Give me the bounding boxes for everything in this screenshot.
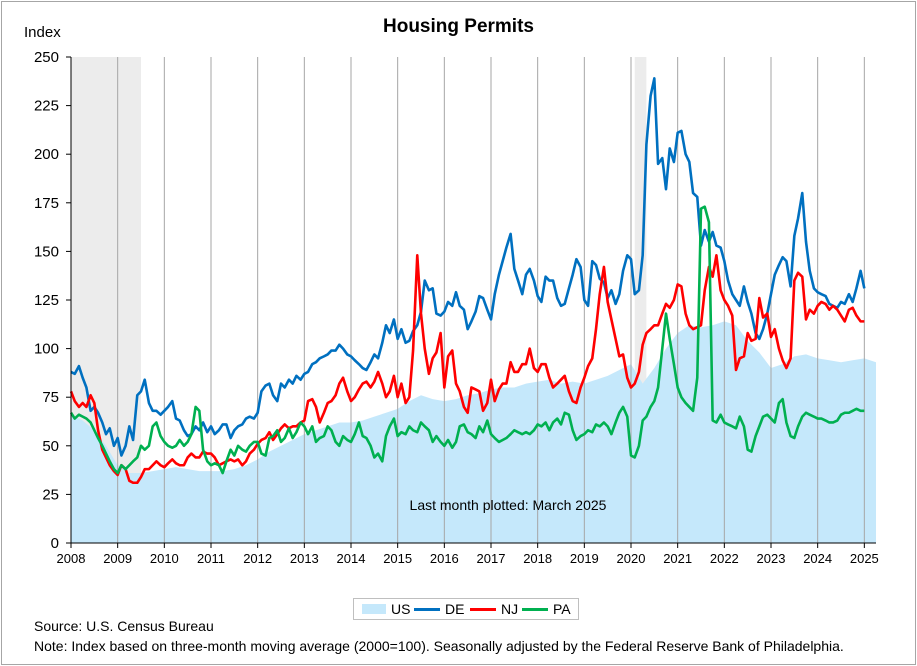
x-tick-label-2021: 2021 bbox=[663, 551, 692, 566]
x-tick-label-2012: 2012 bbox=[243, 551, 272, 566]
y-tick-label-225: 225 bbox=[34, 98, 59, 115]
footnote: Note: Index based on three-month moving … bbox=[34, 638, 844, 654]
y-tick-label-25: 25 bbox=[42, 486, 59, 503]
legend-swatch-nj bbox=[470, 607, 496, 611]
legend-label-nj: NJ bbox=[501, 601, 519, 617]
x-tick-label-2020: 2020 bbox=[617, 551, 646, 566]
y-tick-label-50: 50 bbox=[42, 438, 59, 455]
x-tick-label-2019: 2019 bbox=[570, 551, 599, 566]
annotation-last-month: Last month plotted: March 2025 bbox=[410, 497, 607, 513]
legend-swatch-us bbox=[362, 604, 386, 614]
legend-label-pa: PA bbox=[553, 601, 571, 617]
x-tick-label-2023: 2023 bbox=[757, 551, 786, 566]
x-tick-label-2011: 2011 bbox=[197, 551, 225, 566]
series-line-de bbox=[70, 77, 866, 457]
y-axis-label: Index bbox=[24, 24, 61, 41]
chart-title: Housing Permits bbox=[383, 16, 534, 37]
legend-item-de: DE bbox=[414, 599, 464, 619]
x-tick-label-2025: 2025 bbox=[850, 551, 879, 566]
x-tick-label-2017: 2017 bbox=[477, 551, 506, 566]
y-tick-label-125: 125 bbox=[34, 292, 59, 309]
x-tick-label-2013: 2013 bbox=[290, 551, 319, 566]
y-tick-label-0: 0 bbox=[51, 535, 59, 552]
x-tick-label-2016: 2016 bbox=[430, 551, 459, 566]
x-tick-label-2014: 2014 bbox=[337, 551, 366, 566]
series-line-pa bbox=[69, 205, 865, 475]
legend-label-de: DE bbox=[445, 601, 465, 617]
legend-swatch-de bbox=[414, 607, 440, 611]
recession-band-1 bbox=[634, 57, 647, 543]
legend-label-us: US bbox=[391, 601, 411, 617]
legend-item-pa: PA bbox=[522, 599, 571, 619]
x-tick-label-2009: 2009 bbox=[103, 551, 132, 566]
legend-swatch-pa bbox=[522, 607, 548, 611]
y-tick-label-175: 175 bbox=[34, 195, 59, 212]
x-tick-label-2024: 2024 bbox=[803, 551, 832, 566]
legend-item-nj: NJ bbox=[470, 599, 518, 619]
legend-item-us: US bbox=[362, 599, 410, 619]
source-note: Source: U.S. Census Bureau bbox=[34, 618, 214, 634]
y-tick-label-150: 150 bbox=[34, 243, 59, 260]
x-tick-label-2018: 2018 bbox=[523, 551, 552, 566]
y-tick-label-250: 250 bbox=[34, 49, 59, 66]
x-tick-label-2022: 2022 bbox=[710, 551, 739, 566]
y-tick-label-75: 75 bbox=[42, 389, 59, 406]
x-tick-label-2008: 2008 bbox=[57, 551, 86, 566]
chart-legend: US DE NJ PA bbox=[353, 598, 579, 620]
x-tick-label-2010: 2010 bbox=[150, 551, 179, 566]
x-tick-label-2015: 2015 bbox=[383, 551, 412, 566]
y-tick-label-100: 100 bbox=[34, 341, 59, 358]
y-tick-label-200: 200 bbox=[34, 146, 59, 163]
